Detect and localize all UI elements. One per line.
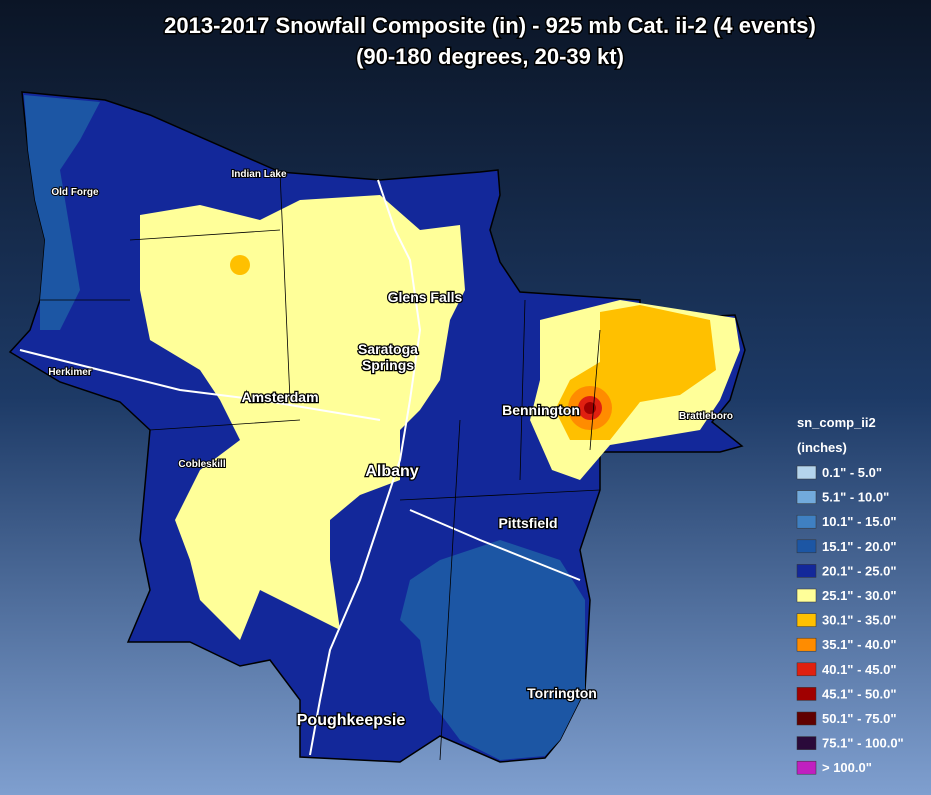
place-label: Brattleboro: [679, 411, 733, 422]
legend-label: 20.1" - 25.0": [822, 563, 896, 578]
subtitle: (90-180 degrees, 20-39 kt): [356, 44, 624, 69]
legend: sn_comp_ii2 (inches) 0.1" - 5.0" 5.1" - 1…: [796, 415, 904, 775]
legend-label: 0.1" - 5.0": [822, 465, 882, 480]
place-label: Bennington: [502, 402, 580, 418]
legend-label: 45.1" - 50.0": [822, 686, 896, 701]
legend-swatch: [796, 736, 817, 750]
legend-label: 30.1" - 35.0": [822, 613, 896, 628]
borders: [40, 171, 601, 761]
place-label: Glens Falls: [388, 289, 463, 305]
place-label: Albany: [365, 463, 418, 480]
place-label: Herkimer: [48, 367, 91, 378]
legend-title: sn_comp_ii2: [797, 415, 876, 430]
patch: [230, 255, 250, 275]
snowfall-map: [8, 91, 746, 763]
place-label: Cobleskill: [178, 459, 225, 470]
legend-label: 40.1" - 45.0": [822, 662, 896, 677]
place-label: Old Forge: [51, 187, 99, 198]
title: 2013-2017 Snowfall Composite (in) - 925 …: [164, 13, 816, 38]
region-25-30: [140, 195, 465, 640]
legend-units: (inches): [797, 440, 847, 455]
legend-swatch: [796, 588, 817, 603]
legend-label: 10.1" - 15.0": [822, 514, 896, 529]
legend-swatch: [796, 662, 817, 677]
river: [309, 179, 422, 756]
legend-swatch: [796, 514, 817, 529]
place-label: Pittsfield: [498, 515, 557, 531]
place-labels: Old Forge Indian Lake Glens Falls SaratogaS…: [47, 168, 734, 730]
legend-swatch: [796, 613, 817, 627]
river: [19, 349, 381, 421]
legend-label: 5.1" - 10.0": [822, 490, 889, 505]
legend-label: 35.1" - 40.0": [822, 637, 896, 652]
place-label: Poughkeepsie: [297, 712, 406, 729]
region-15-20-southeast: [400, 540, 585, 760]
rivers: [19, 179, 581, 756]
legend-swatch: [796, 760, 817, 775]
legend-swatch: [796, 490, 817, 504]
place-label: Amsterdam: [241, 389, 318, 405]
legend-swatch: [796, 539, 817, 554]
legend-label: 50.1" - 75.0": [822, 711, 896, 726]
legend-swatch: [796, 465, 817, 480]
legend-swatch: [796, 637, 817, 652]
place-label: Springs: [362, 357, 414, 373]
legend-swatch: [796, 711, 817, 726]
legend-label: > 100.0": [822, 760, 872, 775]
region-15-20-west: [24, 95, 100, 330]
legend-swatch: [796, 687, 817, 701]
river: [409, 509, 581, 581]
legend-label: 15.1" - 20.0": [822, 539, 896, 554]
legend-label: 75.1" - 100.0": [822, 736, 904, 751]
legend-swatch: [796, 564, 817, 578]
place-label: Indian Lake: [231, 169, 286, 180]
legend-label: 25.1" - 30.0": [822, 588, 896, 603]
place-label: Torrington: [527, 685, 597, 701]
border: [40, 171, 601, 761]
place-label: Saratoga: [358, 341, 418, 357]
